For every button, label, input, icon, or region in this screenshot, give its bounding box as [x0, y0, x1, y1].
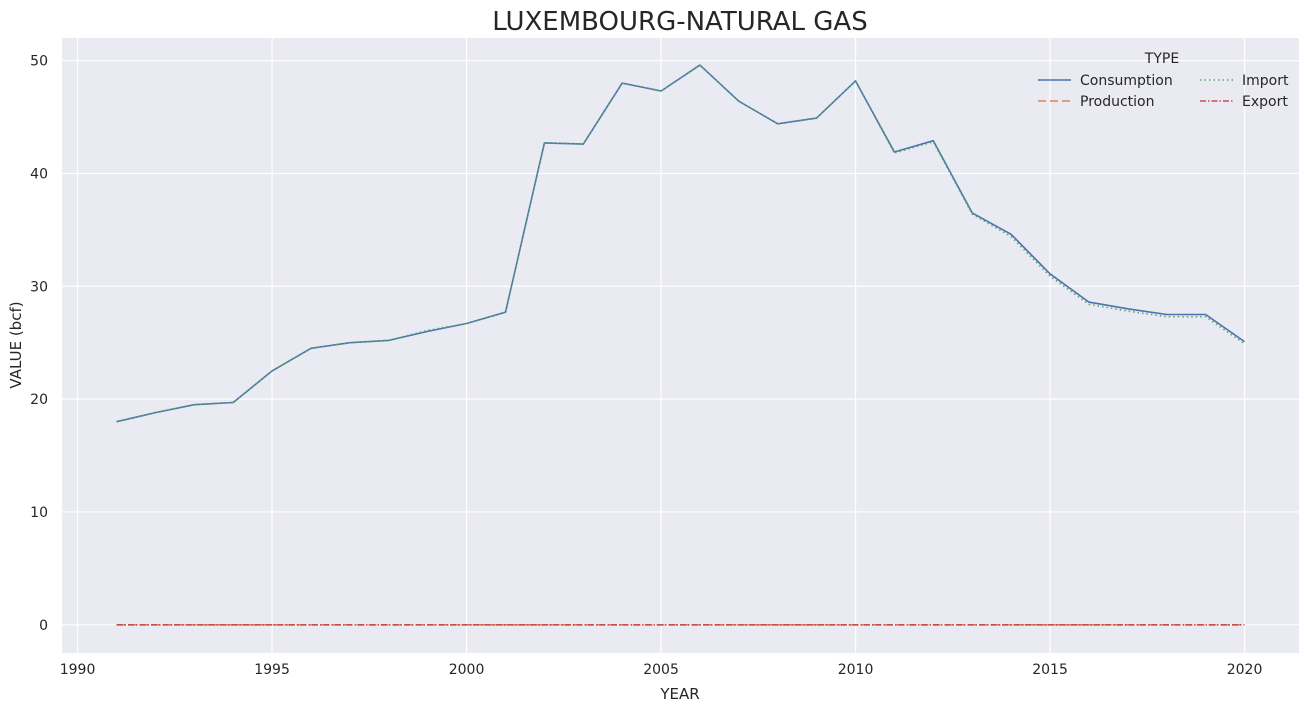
y-tick-label: 10 — [30, 505, 48, 521]
legend-label-production: Production — [1080, 94, 1154, 110]
x-tick-label: 1990 — [60, 662, 96, 678]
x-axis-label: YEAR — [659, 685, 699, 703]
y-axis-ticks: 0 10 20 30 40 50 — [30, 54, 48, 634]
x-tick-label: 2005 — [643, 662, 679, 678]
series-line-import — [116, 64, 1245, 423]
series-lines — [116, 64, 1245, 626]
plot-background — [62, 38, 1299, 653]
legend-label-export: Export — [1242, 94, 1288, 110]
x-tick-label: 2000 — [449, 662, 485, 678]
legend-label-consumption: Consumption — [1080, 73, 1173, 89]
x-tick-label: 2020 — [1227, 662, 1263, 678]
y-tick-label: 30 — [30, 279, 48, 295]
y-tick-label: 40 — [30, 166, 48, 182]
y-tick-label: 0 — [39, 618, 48, 634]
x-tick-label: 2010 — [838, 662, 874, 678]
y-tick-label: 20 — [30, 392, 48, 408]
y-axis-label: VALUE (bcf) — [7, 301, 25, 388]
y-tick-label: 50 — [30, 54, 48, 70]
x-tick-label: 2015 — [1032, 662, 1068, 678]
chart-title: LUXEMBOURG-NATURAL GAS — [492, 7, 867, 37]
legend-label-import: Import — [1242, 73, 1289, 89]
series-line-consumption — [116, 64, 1245, 423]
grid — [62, 38, 1299, 653]
legend-title: TYPE — [1144, 51, 1179, 67]
legend: TYPE Consumption Production Import Export — [1038, 51, 1289, 110]
x-tick-label: 1995 — [254, 662, 290, 678]
x-axis-ticks: 1990 1995 2000 2005 2010 2015 2020 — [60, 662, 1263, 678]
